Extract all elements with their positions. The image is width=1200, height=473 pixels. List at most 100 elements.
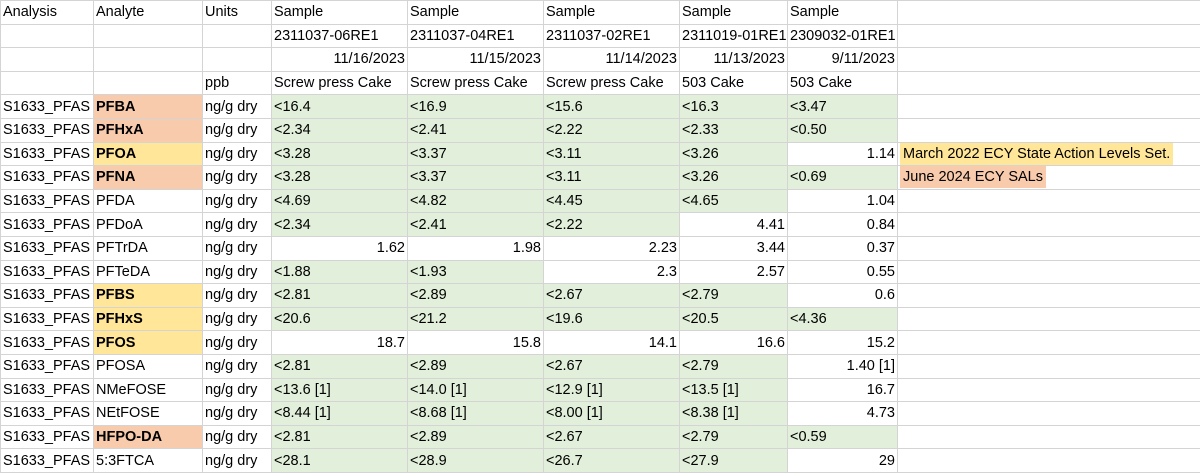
value-cell[interactable]: <2.79 (679, 353, 788, 379)
value-cell[interactable]: 18.7 (271, 330, 408, 355)
analysis-cell[interactable]: S1633_PFAS (0, 94, 94, 119)
sample-id[interactable]: 2309032-01RE1 (787, 23, 898, 49)
value-cell[interactable]: <2.89 (407, 353, 544, 379)
units-cell[interactable]: ng/g dry (202, 141, 272, 167)
empty-cell[interactable] (0, 47, 94, 72)
sample-header[interactable]: Sample (271, 0, 408, 25)
value-cell[interactable]: 15.8 (407, 330, 544, 355)
value-cell[interactable]: <2.67 (543, 283, 680, 308)
sample-matrix[interactable]: 503 Cake (679, 70, 788, 96)
ppb-label[interactable]: ppb (202, 70, 272, 96)
empty-cell[interactable] (897, 94, 1200, 119)
value-cell[interactable]: 16.6 (679, 330, 788, 355)
analyte-cell[interactable]: PFTeDA (93, 259, 203, 285)
value-cell[interactable]: <2.34 (271, 117, 408, 143)
empty-cell[interactable] (897, 283, 1200, 308)
empty-cell[interactable] (897, 188, 1200, 214)
value-cell[interactable]: <2.67 (543, 353, 680, 379)
empty-cell[interactable] (897, 259, 1200, 285)
analysis-cell[interactable]: S1633_PFAS (0, 259, 94, 285)
value-cell[interactable]: <4.69 (271, 188, 408, 214)
units-cell[interactable]: ng/g dry (202, 401, 272, 426)
sample-id[interactable]: 2311019-01RE1 (679, 23, 788, 49)
value-cell[interactable]: <2.33 (679, 117, 788, 143)
analyte-cell[interactable]: PFTrDA (93, 235, 203, 261)
empty-cell[interactable] (897, 377, 1200, 403)
empty-cell[interactable] (93, 70, 203, 96)
analysis-cell[interactable]: S1633_PFAS (0, 306, 94, 332)
analyte-cell[interactable]: PFOS (93, 330, 203, 355)
value-cell[interactable]: <3.37 (407, 141, 544, 167)
value-cell[interactable]: <14.0 [1] (407, 377, 544, 403)
sample-id[interactable]: 2311037-02RE1 (543, 23, 680, 49)
units-cell[interactable]: ng/g dry (202, 165, 272, 190)
value-cell[interactable]: <4.82 (407, 188, 544, 214)
value-cell[interactable]: 29 (787, 448, 898, 473)
analysis-cell[interactable]: S1633_PFAS (0, 377, 94, 403)
value-cell[interactable]: <3.11 (543, 141, 680, 167)
value-cell[interactable]: <2.22 (543, 117, 680, 143)
value-cell[interactable]: <0.69 (787, 165, 898, 190)
empty-cell[interactable] (897, 0, 1200, 25)
value-cell[interactable]: 0.37 (787, 235, 898, 261)
analysis-cell[interactable]: S1633_PFAS (0, 235, 94, 261)
value-cell[interactable]: <12.9 [1] (543, 377, 680, 403)
value-cell[interactable]: <28.1 (271, 448, 408, 473)
value-cell[interactable]: <3.26 (679, 141, 788, 167)
units-cell[interactable]: ng/g dry (202, 235, 272, 261)
units-cell[interactable]: ng/g dry (202, 117, 272, 143)
value-cell[interactable]: <4.36 (787, 306, 898, 332)
empty-cell[interactable] (897, 306, 1200, 332)
value-cell[interactable]: <3.37 (407, 165, 544, 190)
analysis-cell[interactable]: S1633_PFAS (0, 117, 94, 143)
analyte-cell[interactable]: PFHxS (93, 306, 203, 332)
value-cell[interactable]: <4.45 (543, 188, 680, 214)
value-cell[interactable]: <16.4 (271, 94, 408, 119)
analysis-cell[interactable]: S1633_PFAS (0, 401, 94, 426)
value-cell[interactable]: <16.9 (407, 94, 544, 119)
analyte-cell[interactable]: PFNA (93, 165, 203, 190)
value-cell[interactable]: 2.57 (679, 259, 788, 285)
value-cell[interactable]: 1.98 (407, 235, 544, 261)
value-cell[interactable]: <26.7 (543, 448, 680, 473)
analyte-cell[interactable]: 5:3FTCA (93, 448, 203, 473)
value-cell[interactable]: <0.59 (787, 424, 898, 450)
value-cell[interactable]: <13.5 [1] (679, 377, 788, 403)
units-cell[interactable]: ng/g dry (202, 330, 272, 355)
value-cell[interactable]: <2.79 (679, 283, 788, 308)
value-cell[interactable]: <0.50 (787, 117, 898, 143)
units-cell[interactable]: ng/g dry (202, 259, 272, 285)
value-cell[interactable]: <3.28 (271, 165, 408, 190)
units-cell[interactable]: ng/g dry (202, 188, 272, 214)
value-cell[interactable]: <27.9 (679, 448, 788, 473)
analyte-cell[interactable]: PFOSA (93, 353, 203, 379)
value-cell[interactable]: <21.2 (407, 306, 544, 332)
sample-header[interactable]: Sample (679, 0, 788, 25)
value-cell[interactable]: <2.81 (271, 283, 408, 308)
value-cell[interactable]: <8.68 [1] (407, 401, 544, 426)
analysis-cell[interactable]: S1633_PFAS (0, 448, 94, 473)
sample-date[interactable]: 11/15/2023 (407, 47, 544, 72)
analysis-cell[interactable]: S1633_PFAS (0, 353, 94, 379)
note-cell[interactable]: March 2022 ECY State Action Levels Set. (897, 141, 1200, 167)
analyte-header[interactable]: Analyte (93, 0, 203, 25)
sample-matrix[interactable]: Screw press Cake (543, 70, 680, 96)
empty-cell[interactable] (897, 117, 1200, 143)
sample-id[interactable]: 2311037-06RE1 (271, 23, 408, 49)
units-cell[interactable]: ng/g dry (202, 448, 272, 473)
empty-cell[interactable] (93, 23, 203, 49)
value-cell[interactable]: <3.26 (679, 165, 788, 190)
empty-cell[interactable] (897, 448, 1200, 473)
empty-cell[interactable] (202, 47, 272, 72)
units-cell[interactable]: ng/g dry (202, 212, 272, 237)
units-header[interactable]: Units (202, 0, 272, 25)
value-cell[interactable]: <8.38 [1] (679, 401, 788, 426)
empty-cell[interactable] (897, 23, 1200, 49)
value-cell[interactable]: 16.7 (787, 377, 898, 403)
value-cell[interactable]: <3.11 (543, 165, 680, 190)
empty-cell[interactable] (897, 424, 1200, 450)
value-cell[interactable]: 2.23 (543, 235, 680, 261)
value-cell[interactable]: 0.6 (787, 283, 898, 308)
sample-header[interactable]: Sample (543, 0, 680, 25)
value-cell[interactable]: 4.73 (787, 401, 898, 426)
